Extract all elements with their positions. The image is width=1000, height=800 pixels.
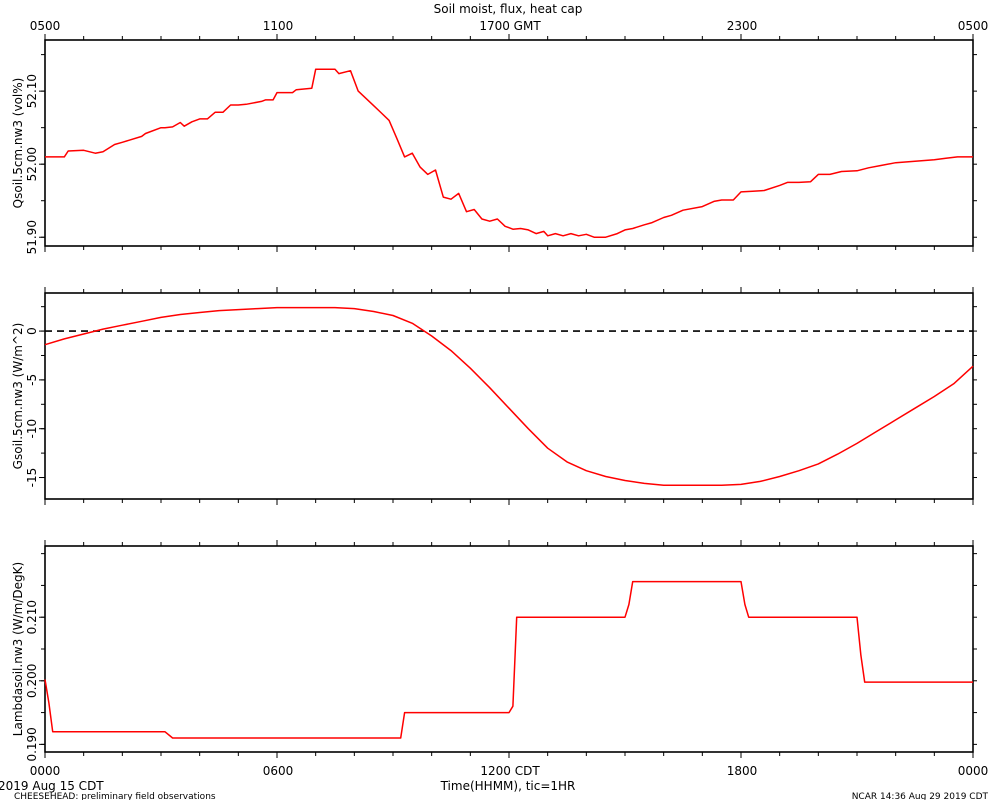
y-tick-label: -10: [25, 419, 39, 439]
top-axis-tick-label: 2300: [727, 19, 758, 33]
y-tick-label: -5: [25, 374, 39, 386]
chart-title: Soil moist, flux, heat cap: [434, 2, 583, 16]
y-axis-label: Lambdasoil.nw3 (W/m/DegK): [11, 562, 25, 736]
y-tick-label: 0.200: [25, 664, 39, 698]
y-tick-label: 0.210: [25, 600, 39, 634]
series-line: [45, 68, 973, 238]
x-axis-label: Time(HHMM), tic=1HR: [440, 779, 576, 793]
y-tick-label: 52.00: [25, 147, 39, 181]
series-line: [44, 306, 974, 487]
bottom-axis-tick-label: 1200 CDT: [480, 764, 540, 778]
top-axis-tick-label: 1700 GMT: [479, 19, 541, 33]
y-tick-label: 52.10: [25, 74, 39, 108]
top-axis-tick-label: 0500: [30, 19, 61, 33]
y-tick-label: 51.90: [25, 220, 39, 254]
bottom-axis-tick-label: 1800: [727, 764, 758, 778]
bottom-axis-tick-label: 0600: [263, 764, 294, 778]
series-line: [44, 580, 973, 739]
plot-frame: [44, 39, 974, 247]
footer-right-note: NCAR 14:36 Aug 29 2019 CDT: [852, 792, 989, 800]
y-tick-label: 0.190: [25, 727, 39, 761]
bottom-axis-tick-label: 0000: [30, 764, 61, 778]
plot-frame: [44, 292, 974, 500]
footer-left-note: CHEESEHEAD: preliminary field observatio…: [14, 792, 216, 800]
y-tick-label: -15: [25, 468, 39, 488]
y-axis-label: Gsoil.5cm.nw3 (W/m^2): [11, 323, 25, 470]
y-tick-label: 0: [25, 327, 39, 335]
bottom-axis-tick-label: 0000: [958, 764, 989, 778]
y-axis-label: Qsoil.5cm.nw3 (vol%): [11, 78, 25, 209]
plot-frame: [44, 545, 974, 753]
top-axis-tick-label: 0500: [958, 19, 989, 33]
top-axis-tick-label: 1100: [263, 19, 294, 33]
start-date-label: 2019 Aug 15 CDT: [0, 779, 104, 793]
